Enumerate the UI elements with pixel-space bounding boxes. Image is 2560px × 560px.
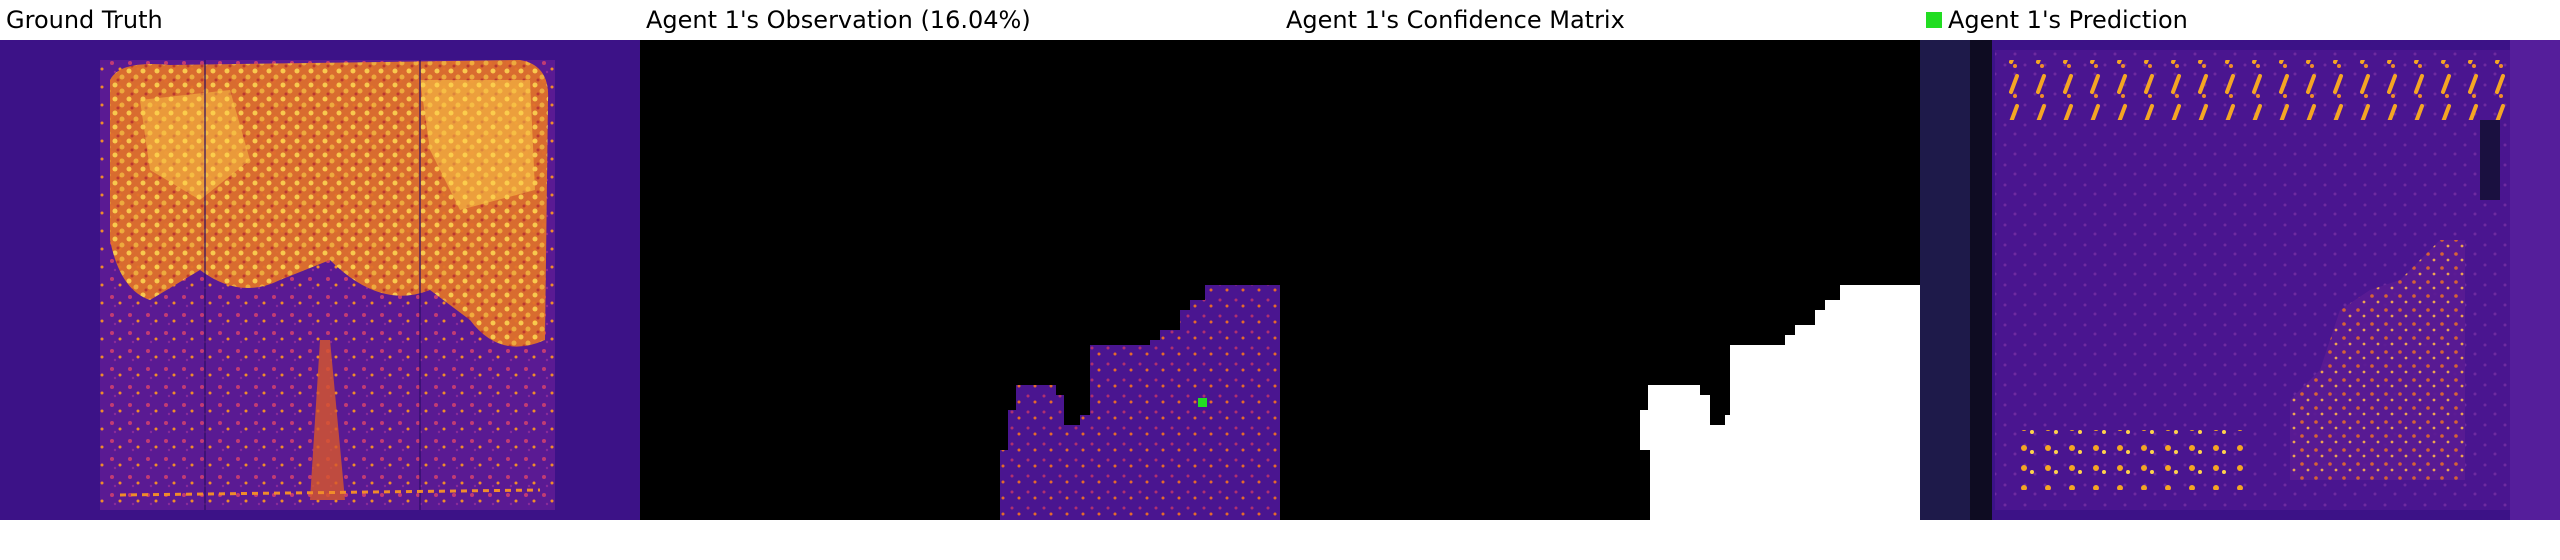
confidence-svg	[1280, 40, 1920, 520]
gt-hot-spot-right	[420, 80, 535, 210]
panel-title: Agent 1's Confidence Matrix	[1286, 2, 1625, 38]
prediction-dark-stripe	[1970, 40, 1992, 520]
confidence-high-area	[1640, 285, 1920, 520]
ground-truth-title: Ground Truth	[6, 6, 163, 34]
confidence-title: Agent 1's Confidence Matrix	[1286, 6, 1625, 34]
gt-hot-spot-left	[140, 90, 250, 200]
prediction-right-band	[2510, 40, 2560, 520]
panel-observation: Agent 1's Observation (16.04%)	[640, 0, 1280, 520]
ground-truth-svg	[0, 40, 640, 520]
confidence-matrix	[1280, 40, 1920, 520]
prediction-bottom-artifacts	[2015, 430, 2245, 490]
observation-visible-region	[1000, 285, 1280, 520]
observation-svg	[640, 40, 1280, 520]
observation-title: Agent 1's Observation (16.04%)	[646, 6, 1031, 34]
green-square-icon	[1926, 12, 1942, 28]
gt-bottom-edge	[119, 488, 541, 497]
prediction-title: Agent 1's Prediction	[1948, 6, 2188, 34]
panel-title: Agent 1's Prediction	[1926, 2, 2188, 38]
prediction-right-edge	[2480, 120, 2500, 200]
prediction-heatmap	[1920, 40, 2560, 520]
ground-truth-heatmap	[0, 40, 640, 520]
gt-vertical-streak	[310, 340, 345, 500]
panel-title: Ground Truth	[6, 2, 163, 38]
prediction-top-artifacts	[2005, 60, 2505, 120]
panel-prediction: Agent 1's Prediction	[1920, 0, 2560, 520]
panel-ground-truth: Ground Truth	[0, 0, 640, 520]
panel-confidence: Agent 1's Confidence Matrix	[1280, 0, 1920, 520]
agent-position-marker	[1198, 398, 1207, 407]
prediction-hot-region	[2290, 240, 2465, 480]
prediction-svg	[1920, 40, 2560, 520]
panel-title: Agent 1's Observation (16.04%)	[646, 2, 1031, 38]
observation-heatmap	[640, 40, 1280, 520]
